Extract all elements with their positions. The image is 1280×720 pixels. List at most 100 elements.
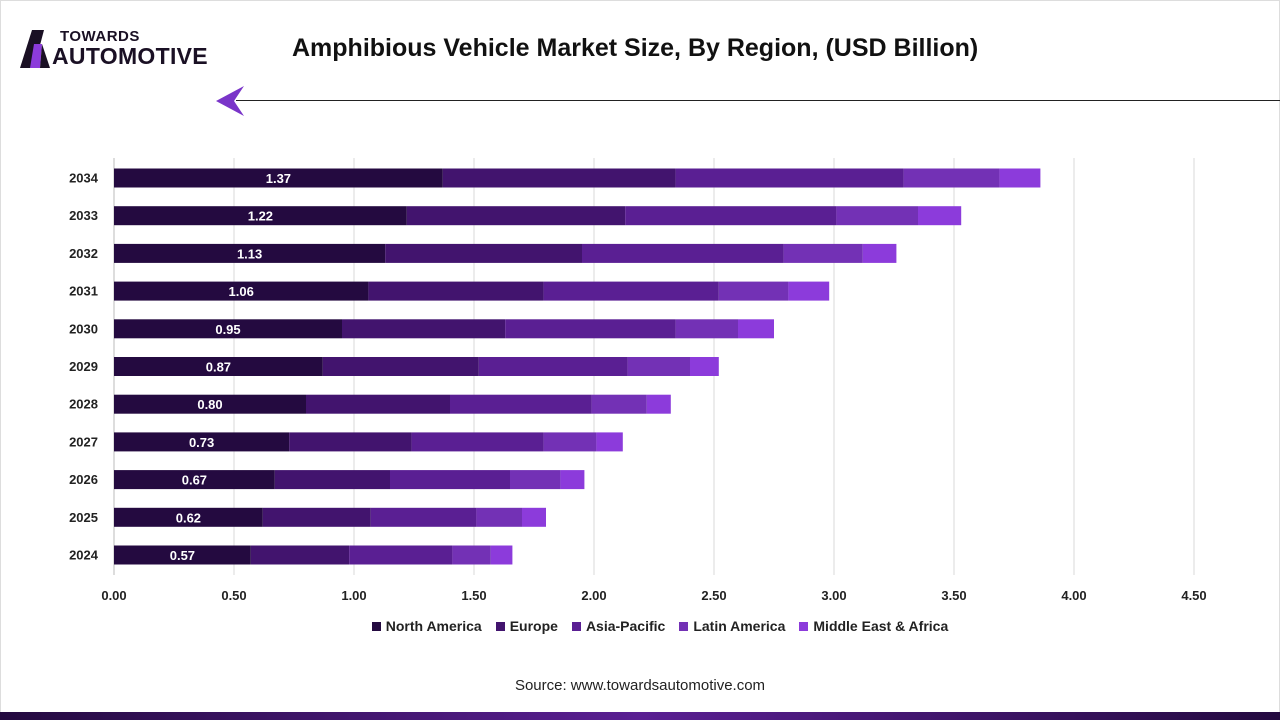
x-tick-label: 4.50 xyxy=(1181,588,1206,603)
bar-segment-europe xyxy=(322,357,479,376)
bar-chart: 0.00 0.50 1.00 1.50 2.00 2.50 3.00 3.50 4.00 4.50… xyxy=(69,158,1207,603)
bar-segment-middle-east-africa xyxy=(999,168,1041,188)
bar-segment-north-america xyxy=(114,470,275,490)
bar-segment-latin-america xyxy=(903,168,1000,188)
footer-bar xyxy=(0,712,1280,720)
title-divider xyxy=(236,100,1280,101)
logo-text-towards: TOWARDS xyxy=(60,28,140,45)
y-tick-label: 2029 xyxy=(69,359,98,374)
bar-segment-north-america xyxy=(114,507,263,527)
legend-swatch xyxy=(371,621,381,631)
legend-label: Middle East & Africa xyxy=(813,618,949,634)
bar-segment-europe xyxy=(250,545,350,565)
y-tick-label: 2026 xyxy=(69,472,98,487)
y-tick-label: 2034 xyxy=(69,171,99,186)
chart-legend: North America Europe Asia-Pacific Latin Ame… xyxy=(0,618,1280,634)
y-tick-label: 2028 xyxy=(69,397,98,412)
bar-segment-asia-pacific xyxy=(370,507,477,527)
legend-item: North America xyxy=(371,618,482,634)
bar-segment-north-america xyxy=(114,243,386,263)
data-label: 0.80 xyxy=(197,397,222,412)
bar-segment-latin-america xyxy=(675,319,738,339)
x-tick-label: 4.00 xyxy=(1061,588,1086,603)
legend-item: Europe xyxy=(495,618,558,634)
y-tick-label: 2024 xyxy=(69,548,99,563)
bar-segment-asia-pacific xyxy=(450,394,592,414)
data-label: 0.67 xyxy=(182,473,207,488)
legend-label: Latin America xyxy=(693,618,786,634)
data-label: 0.73 xyxy=(189,435,214,450)
bar-segment-europe xyxy=(274,470,390,490)
bar-segment-latin-america xyxy=(510,470,561,490)
bar-segment-middle-east-africa xyxy=(646,394,671,414)
bar-segment-middle-east-africa xyxy=(490,545,513,565)
bar-segment-latin-america xyxy=(627,357,690,376)
legend-swatch xyxy=(679,621,689,631)
bar-segment-north-america xyxy=(114,281,369,301)
bar-segment-north-america xyxy=(114,319,342,339)
y-tick-label: 2032 xyxy=(69,246,98,261)
legend-item: Middle East & Africa xyxy=(799,618,948,634)
logo-text-automotive: AUTOMOTIVE xyxy=(52,43,208,69)
bar-segment-europe xyxy=(306,394,450,414)
x-tick-label: 3.50 xyxy=(941,588,966,603)
data-label: 0.95 xyxy=(215,322,240,337)
legend-label: North America xyxy=(385,618,482,634)
x-tick-label: 2.50 xyxy=(701,588,726,603)
y-tick-label: 2033 xyxy=(69,208,98,223)
bar-segment-europe xyxy=(442,168,676,188)
bar-segment-asia-pacific xyxy=(478,357,628,376)
y-tick-label: 2025 xyxy=(69,510,98,525)
bar-segment-asia-pacific xyxy=(582,243,784,263)
data-label: 1.13 xyxy=(237,246,262,261)
data-label: 1.37 xyxy=(266,171,291,186)
legend-label: Europe xyxy=(509,618,558,634)
legend-item: Asia-Pacific xyxy=(571,618,666,634)
bar-segment-north-america xyxy=(114,206,407,226)
bar-segment-latin-america xyxy=(476,507,522,527)
y-tick-label: 2027 xyxy=(69,434,98,449)
data-label: 0.57 xyxy=(170,548,195,563)
bar-segment-middle-east-africa xyxy=(862,243,897,263)
bar-segment-asia-pacific xyxy=(505,319,676,339)
legend-swatch xyxy=(495,621,505,631)
bar-segment-north-america xyxy=(114,545,251,565)
y-tick-label: 2030 xyxy=(69,321,98,336)
data-label: 1.22 xyxy=(248,209,273,224)
x-tick-label: 1.00 xyxy=(341,588,366,603)
bar-segment-europe xyxy=(385,243,582,263)
bar-segment-europe xyxy=(342,319,506,339)
bar-segment-latin-america xyxy=(718,281,789,301)
logo-mark-icon xyxy=(20,30,50,68)
bar-segment-europe xyxy=(406,206,626,226)
bar-segment-north-america xyxy=(114,168,443,188)
source-note: Source: www.towardsautomotive.com xyxy=(514,677,766,694)
data-label: 1.06 xyxy=(229,284,254,299)
legend-swatch xyxy=(571,621,581,631)
bar-segment-latin-america xyxy=(783,243,863,263)
bar-segment-latin-america xyxy=(543,432,597,452)
bar-segment-asia-pacific xyxy=(349,545,453,565)
x-tick-label: 3.00 xyxy=(821,588,846,603)
bar-segment-asia-pacific xyxy=(543,281,719,301)
bar-segment-europe xyxy=(368,281,544,301)
bar-segment-latin-america xyxy=(836,206,918,226)
bar-segment-north-america xyxy=(114,432,290,452)
brand-logo: TOWARDS AUTOMOTIVE xyxy=(20,28,230,72)
bar-segment-middle-east-africa xyxy=(522,507,546,527)
bar-segment-north-america xyxy=(114,394,306,414)
bar-segment-middle-east-africa xyxy=(690,357,719,376)
bar-segment-asia-pacific xyxy=(411,432,544,452)
bar-segment-latin-america xyxy=(452,545,491,565)
bar-segment-asia-pacific xyxy=(390,470,510,490)
legend-label: Asia-Pacific xyxy=(585,618,666,634)
bar-segment-middle-east-africa xyxy=(596,432,623,452)
x-tick-label: 0.50 xyxy=(221,588,246,603)
bar-segment-middle-east-africa xyxy=(788,281,830,301)
bar-segment-latin-america xyxy=(591,394,647,414)
bar-segment-middle-east-africa xyxy=(918,206,962,226)
arrow-left-icon xyxy=(216,86,244,116)
data-label: 0.62 xyxy=(176,510,201,525)
legend-item: Latin America xyxy=(679,618,785,634)
bar-segment-asia-pacific xyxy=(625,206,837,226)
